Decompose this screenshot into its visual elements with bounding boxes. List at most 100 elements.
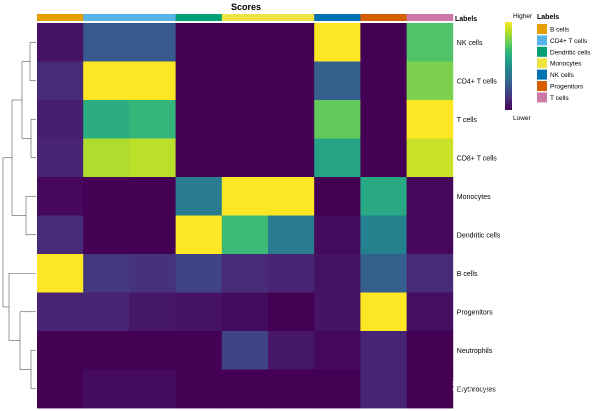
heatmap-cell (175, 331, 223, 370)
heatmap-cell (221, 23, 269, 62)
row-label: Neutrophils (457, 348, 493, 355)
annotation-bar-title: Labels (455, 16, 477, 23)
heatmap-cell (360, 23, 407, 62)
legend-label: Dendritic cells (550, 49, 591, 56)
heatmap-cell (83, 23, 130, 62)
heatmap-cell (268, 61, 315, 101)
heatmap-cell (129, 292, 176, 332)
row-label: NK cells (457, 40, 483, 47)
heatmap-cell (360, 138, 407, 178)
color-scale-bar (505, 22, 512, 110)
heatmap-cell (83, 331, 130, 370)
heatmap-cell (406, 369, 454, 409)
heatmap-cell (268, 100, 315, 139)
heatmap-cell (175, 254, 223, 293)
heatmap-cell (37, 61, 84, 101)
heatmap-cell (83, 369, 130, 409)
heatmap-cell (221, 177, 269, 216)
heatmap-cell (360, 331, 407, 370)
legend-swatch (537, 81, 547, 91)
heatmap-cell (83, 292, 130, 332)
legend-swatch (537, 35, 547, 46)
heatmap-cells (37, 23, 454, 409)
annotation-cell-cd4-t-cells (83, 14, 130, 21)
heatmap-cell (406, 61, 454, 101)
chart-title: Scores (231, 2, 261, 12)
legend-label: Monocytes (550, 61, 582, 68)
heatmap-cell (129, 254, 176, 293)
heatmap-cell (221, 254, 269, 293)
heatmap-cell (406, 138, 454, 178)
heatmap-cell (37, 331, 84, 370)
heatmap-cell (406, 23, 454, 62)
heatmap-cell (268, 292, 315, 332)
heatmap-cell (175, 138, 223, 178)
heatmap-cell (268, 177, 315, 216)
heatmap-cell (268, 369, 315, 409)
row-label: B cells (457, 271, 478, 278)
heatmap-cell (37, 369, 84, 409)
legend-label: NK cells (550, 72, 575, 79)
annotation-cell-nk-cells (314, 14, 361, 21)
heatmap-cell (314, 100, 361, 139)
heatmap-cell (268, 254, 315, 293)
heatmap-cell (406, 331, 454, 370)
legend-label: Progenitors (550, 84, 584, 91)
labels-legend: B cells CD4+ T cells Dendritic cells Monocy… (537, 24, 591, 103)
heatmap-cell (314, 177, 361, 216)
row-label: T cells (457, 117, 478, 124)
heatmap-cell (314, 331, 361, 370)
heatmap-cell (406, 100, 454, 139)
legend-label: T cells (550, 95, 569, 102)
heatmap-cell (221, 331, 269, 370)
heatmap-cell (221, 61, 269, 101)
heatmap-cell (314, 369, 361, 409)
legend-swatch (537, 24, 547, 34)
row-dendrogram (2, 41, 36, 390)
heatmap-cell (268, 331, 315, 370)
heatmap-cell (175, 61, 223, 101)
heatmap-cell (83, 215, 130, 255)
heatmap-cell (221, 100, 269, 139)
legend-swatch (537, 92, 547, 103)
annotation-cell-b-cells (37, 14, 84, 21)
heatmap-cell (175, 369, 223, 409)
heatmap-cell (360, 254, 407, 293)
heatmap-cell (83, 177, 130, 216)
heatmap-cell (314, 292, 361, 332)
annotation-cell-monocytes (268, 14, 315, 21)
row-label: Monocytes (457, 194, 491, 201)
color-scale-low-label: Lower (513, 115, 532, 122)
legend-swatch (537, 46, 547, 57)
heatmap-cell (37, 177, 84, 216)
annotation-cell-cd4-t-cells (129, 14, 176, 21)
heatmap-cell (83, 61, 130, 101)
row-label: CD4+ T cells (457, 78, 498, 85)
heatmap-cell (37, 215, 84, 255)
heatmap-cell (360, 100, 407, 139)
row-label: Erythrocytes (457, 386, 496, 393)
heatmap-cell (175, 215, 223, 255)
heatmap-cell (221, 215, 269, 255)
heatmap-cell (37, 292, 84, 332)
heatmap-cell (406, 292, 454, 332)
row-label: CD8+ T cells (457, 155, 498, 162)
heatmap-cell (360, 61, 407, 101)
heatmap-cell (221, 369, 269, 409)
heatmap-cell (314, 61, 361, 101)
heatmap-cell (129, 61, 176, 101)
heatmap-cell (129, 138, 176, 178)
legend-label: CD4+ T cells (550, 38, 588, 45)
legend-swatch (537, 69, 547, 80)
heatmap-cell (129, 331, 176, 370)
heatmap-cell (83, 100, 130, 139)
heatmap-cell (129, 177, 176, 216)
heatmap-cell (83, 254, 130, 293)
heatmap-cell (314, 215, 361, 255)
heatmap-cell (314, 138, 361, 178)
watermark-text: 知乎 @丁丁大人 (452, 378, 540, 392)
heatmap-cell (175, 177, 223, 216)
color-scale-legend (505, 22, 512, 110)
heatmap-cell (360, 215, 407, 255)
